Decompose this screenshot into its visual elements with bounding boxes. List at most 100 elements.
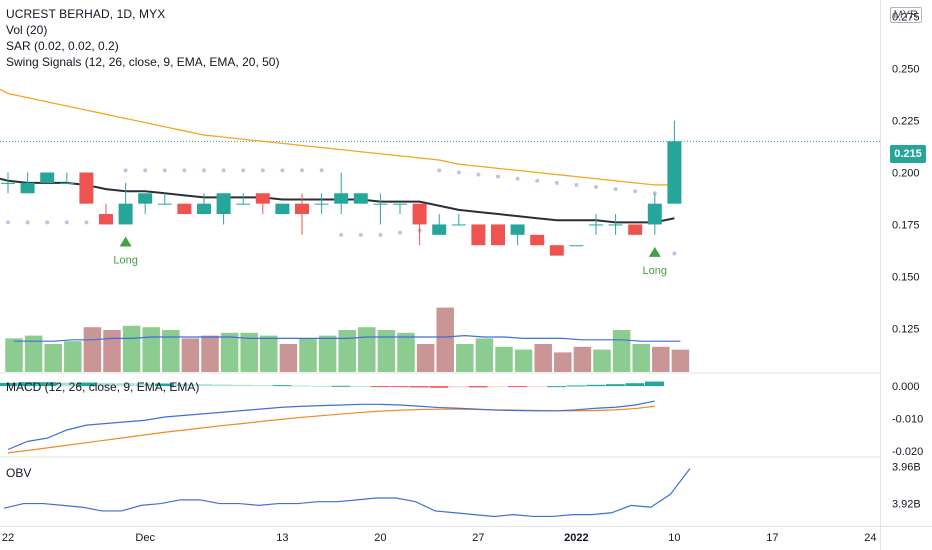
sar-dot — [613, 187, 618, 192]
time-tick-label: Dec — [135, 532, 155, 544]
sar-dot — [6, 220, 10, 225]
macd-histogram-bar — [507, 386, 527, 388]
volume-bar — [83, 327, 102, 372]
candle-body — [510, 224, 525, 235]
macd-histogram-bar — [547, 386, 566, 388]
candle-body — [177, 203, 192, 215]
macd-histogram-bar — [76, 382, 96, 387]
macd-tick-label: 0.000 — [892, 381, 920, 393]
volume-bar — [279, 344, 298, 372]
obv-tick-label: 3.92B — [892, 499, 921, 511]
volume-bar — [44, 344, 62, 372]
chart-legend: UCREST BERHAD, 1D, MYX Vol (20) SAR (0.0… — [6, 6, 279, 70]
price-tick-label: 0.225 — [892, 116, 920, 128]
macd-histogram-bar — [155, 383, 174, 387]
price-tick-label: 0.150 — [892, 271, 920, 283]
macd-histogram-bar — [37, 382, 57, 387]
sar-dot — [339, 232, 344, 237]
currency-button[interactable]: MYR — [889, 7, 922, 23]
obv-pane-label[interactable]: OBV — [6, 466, 32, 480]
symbol-title[interactable]: UCREST BERHAD, 1D, MYX — [6, 7, 166, 21]
candle-body — [275, 203, 290, 215]
sar-dot — [319, 168, 324, 173]
sar-dot — [456, 170, 461, 175]
volume-bar — [514, 349, 533, 372]
volume-bar — [24, 335, 43, 372]
macd-tick-label: -0.020 — [892, 446, 923, 458]
long-signal-label: Long — [113, 254, 137, 266]
sar-dot — [143, 168, 148, 173]
sar-dot — [45, 220, 50, 225]
candle-body — [353, 193, 368, 204]
macd-histogram-bar — [429, 386, 449, 388]
macd-histogram-bar — [213, 384, 233, 387]
volume-bar — [377, 330, 396, 372]
candle-body — [314, 203, 329, 205]
volume-bar — [64, 341, 82, 372]
macd-histogram-bar — [449, 386, 468, 388]
candle-body — [138, 193, 153, 204]
candle-body — [197, 203, 211, 215]
volume-bar — [338, 330, 356, 372]
volume-bar — [573, 346, 592, 372]
macd-histogram-bar — [174, 383, 194, 387]
long-signal-arrow — [119, 236, 132, 247]
sar-dot — [594, 185, 598, 190]
candle-body — [667, 141, 682, 204]
volume-bar — [201, 335, 219, 372]
indicator-sar[interactable]: SAR (0.02, 0.02, 0.2) — [6, 39, 119, 53]
volume-bar — [534, 344, 552, 372]
macd-histogram-bar — [370, 386, 390, 388]
macd-histogram-bar — [645, 381, 664, 387]
sar-dot — [476, 172, 481, 177]
long-signal-label: Long — [643, 265, 667, 277]
candle-body — [549, 245, 564, 256]
sar-dot — [358, 232, 363, 237]
sar-dot — [260, 168, 265, 173]
candle-body — [157, 203, 172, 205]
volume-bar — [162, 330, 180, 372]
volume-bar — [358, 327, 376, 372]
macd-histogram-bar — [115, 383, 135, 387]
indicator-swing-signals[interactable]: Swing Signals (12, 26, close, 9, EMA, EM… — [6, 55, 280, 69]
macd-histogram-bar — [272, 385, 292, 387]
volume-bar — [142, 327, 160, 372]
macd-histogram-bar — [605, 384, 625, 387]
volume-bar — [260, 335, 278, 372]
macd-line — [7, 400, 655, 451]
volume-bar — [475, 338, 494, 372]
price-tick-label: 0.175 — [892, 219, 920, 231]
sar-dot — [300, 168, 304, 173]
sar-dot — [633, 189, 638, 194]
macd-histogram-bar — [292, 385, 312, 387]
sar-dot — [515, 176, 520, 181]
indicator-volume[interactable]: Vol (20) — [6, 23, 48, 37]
volume-bar — [652, 346, 670, 372]
price-tick-label: 0.125 — [892, 323, 920, 335]
time-tick-label: 10 — [668, 532, 680, 544]
macd-histogram-bar — [566, 385, 586, 387]
obv-line — [3, 468, 691, 518]
volume-bar — [612, 330, 631, 372]
price-tick-label: 0.250 — [892, 64, 920, 76]
volume-bar — [181, 338, 200, 372]
volume-bar — [220, 332, 239, 372]
macd-histogram-bar — [0, 382, 18, 387]
candle-body — [334, 193, 349, 204]
macd-pane-label[interactable]: MACD (12, 26, close, 9, EMA, EMA) — [6, 380, 200, 394]
macd-histogram-bar — [488, 386, 508, 388]
volume-bar — [593, 349, 611, 372]
long-signal-arrow — [648, 246, 661, 257]
sar-dot — [84, 220, 89, 225]
sar-dot — [672, 251, 677, 256]
sar-dot — [241, 168, 246, 173]
volume-bar — [397, 332, 415, 372]
price-tick-label: 0.200 — [892, 167, 920, 179]
candle-body — [295, 203, 309, 215]
candle-body — [471, 224, 486, 246]
sar-dot — [202, 168, 206, 173]
sar-dot — [182, 168, 187, 173]
candle-body — [608, 224, 623, 226]
sar-dot — [535, 178, 540, 183]
